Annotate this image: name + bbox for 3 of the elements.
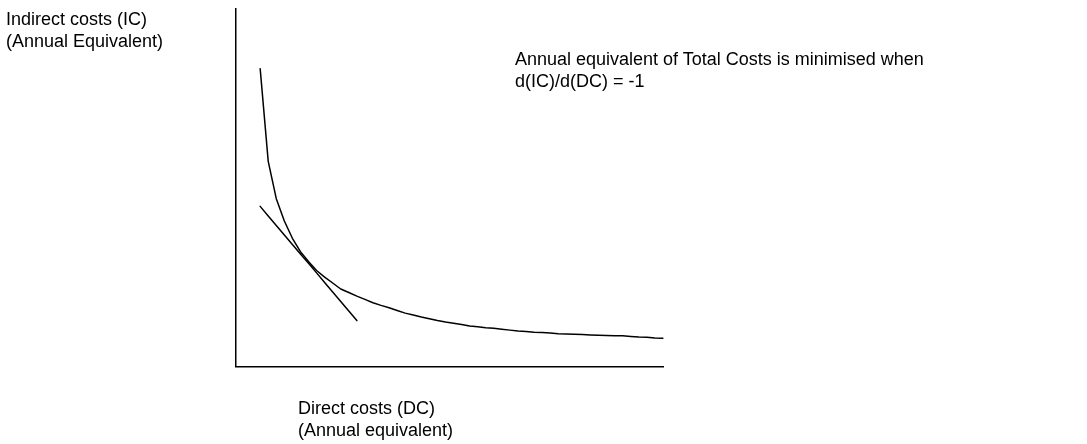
y-axis-title: Indirect costs (IC) (Annual Equivalent): [6, 8, 164, 52]
x-axis-title: Direct costs (DC) (Annual equivalent): [298, 397, 454, 441]
annotation: Annual equivalent of Total Costs is minimised when d(IC)/d(DC) = -1: [515, 48, 924, 92]
